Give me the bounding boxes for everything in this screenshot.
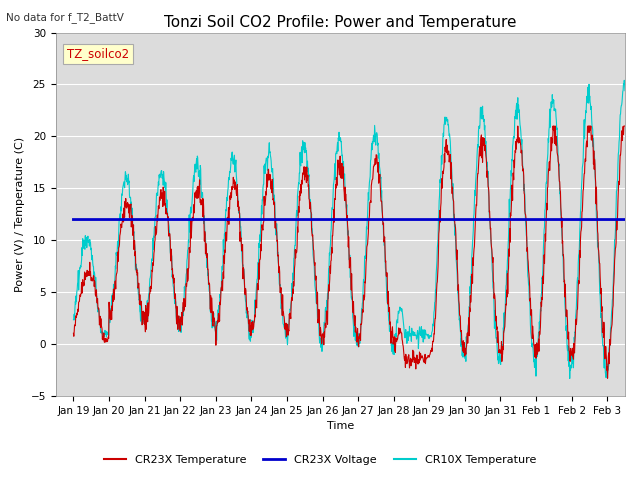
Title: Tonzi Soil CO2 Profile: Power and Temperature: Tonzi Soil CO2 Profile: Power and Temper…: [164, 15, 516, 30]
Legend: CR23X Temperature, CR23X Voltage, CR10X Temperature: CR23X Temperature, CR23X Voltage, CR10X …: [99, 451, 541, 469]
Text: TZ_soilco2: TZ_soilco2: [67, 47, 129, 60]
Text: No data for f_T2_BattV: No data for f_T2_BattV: [6, 12, 124, 23]
Y-axis label: Power (V) / Temperature (C): Power (V) / Temperature (C): [15, 137, 25, 292]
X-axis label: Time: Time: [326, 421, 354, 432]
